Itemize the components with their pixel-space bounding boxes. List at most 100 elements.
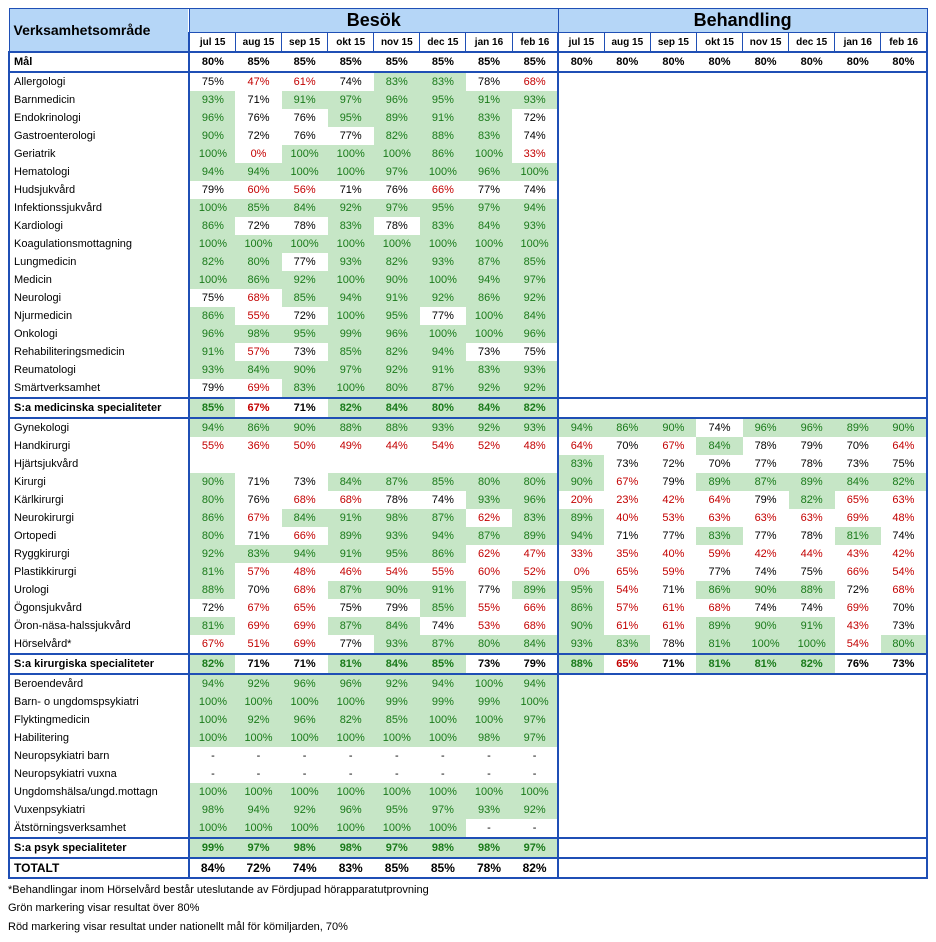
value-cell bbox=[650, 361, 696, 379]
value-cell: 100% bbox=[189, 199, 235, 217]
value-cell: - bbox=[466, 765, 512, 783]
value-cell: 67% bbox=[650, 437, 696, 455]
value-cell: 74% bbox=[743, 563, 789, 581]
value-cell: 74% bbox=[881, 527, 927, 545]
value-cell: 91% bbox=[420, 581, 466, 599]
value-cell: 84% bbox=[374, 398, 420, 418]
value-cell: 68% bbox=[512, 72, 558, 91]
value-cell bbox=[328, 455, 374, 473]
value-cell bbox=[604, 729, 650, 747]
value-cell bbox=[881, 729, 927, 747]
row-label: Koagulationsmottagning bbox=[9, 235, 189, 253]
value-cell bbox=[696, 163, 742, 181]
value-cell: 83% bbox=[558, 455, 604, 473]
value-cell: 70% bbox=[696, 455, 742, 473]
value-cell bbox=[650, 674, 696, 693]
value-cell: 100% bbox=[466, 307, 512, 325]
col-group-behandling: Behandling bbox=[558, 9, 927, 33]
value-cell: 70% bbox=[235, 581, 281, 599]
value-cell: 69% bbox=[835, 509, 881, 527]
value-cell: 75% bbox=[881, 455, 927, 473]
value-cell: 75% bbox=[189, 72, 235, 91]
value-cell bbox=[558, 72, 604, 91]
value-cell: 97% bbox=[512, 271, 558, 289]
row-label: Barnmedicin bbox=[9, 91, 189, 109]
value-cell: 61% bbox=[282, 72, 328, 91]
value-cell bbox=[604, 398, 650, 418]
value-cell: 67% bbox=[235, 398, 281, 418]
value-cell: 93% bbox=[466, 491, 512, 509]
row-label: Gynekologi bbox=[9, 418, 189, 437]
value-cell: 100% bbox=[282, 145, 328, 163]
value-cell: 83% bbox=[696, 527, 742, 545]
value-cell: 91% bbox=[420, 361, 466, 379]
value-cell bbox=[604, 343, 650, 361]
value-cell bbox=[604, 765, 650, 783]
value-cell: 90% bbox=[650, 418, 696, 437]
value-cell: 100% bbox=[282, 819, 328, 838]
row-label: Medicin bbox=[9, 271, 189, 289]
value-cell bbox=[789, 747, 835, 765]
value-cell bbox=[743, 379, 789, 398]
value-cell: 42% bbox=[743, 545, 789, 563]
value-cell: 92% bbox=[512, 379, 558, 398]
value-cell: 100% bbox=[374, 235, 420, 253]
value-cell: 99% bbox=[374, 693, 420, 711]
value-cell: - bbox=[466, 819, 512, 838]
value-cell: 82% bbox=[789, 491, 835, 509]
value-cell bbox=[789, 253, 835, 271]
value-cell bbox=[789, 325, 835, 343]
value-cell: 89% bbox=[328, 527, 374, 545]
value-cell bbox=[604, 819, 650, 838]
value-cell: 73% bbox=[881, 617, 927, 635]
value-cell: 95% bbox=[420, 199, 466, 217]
value-cell bbox=[558, 674, 604, 693]
value-cell: - bbox=[282, 765, 328, 783]
value-cell bbox=[789, 838, 835, 858]
col-header-month: okt 15 bbox=[328, 33, 374, 53]
target-cell: 85% bbox=[512, 52, 558, 72]
value-cell: 79% bbox=[374, 599, 420, 617]
value-cell: 92% bbox=[328, 199, 374, 217]
value-cell: 94% bbox=[558, 418, 604, 437]
col-header-month: aug 15 bbox=[235, 33, 281, 53]
value-cell: - bbox=[235, 765, 281, 783]
value-cell bbox=[743, 253, 789, 271]
value-cell bbox=[558, 325, 604, 343]
value-cell bbox=[604, 109, 650, 127]
value-cell bbox=[650, 693, 696, 711]
value-cell: 72% bbox=[282, 307, 328, 325]
value-cell bbox=[789, 765, 835, 783]
value-cell: 84% bbox=[328, 473, 374, 491]
value-cell: 54% bbox=[604, 581, 650, 599]
value-cell: 86% bbox=[466, 289, 512, 307]
value-cell: 77% bbox=[420, 307, 466, 325]
value-cell: 96% bbox=[466, 163, 512, 181]
value-cell bbox=[558, 127, 604, 145]
value-cell: 83% bbox=[420, 217, 466, 235]
value-cell bbox=[743, 729, 789, 747]
value-cell: 74% bbox=[420, 617, 466, 635]
value-cell: 98% bbox=[235, 325, 281, 343]
value-cell: 96% bbox=[374, 91, 420, 109]
col-header-month: feb 16 bbox=[512, 33, 558, 53]
value-cell: 100% bbox=[189, 729, 235, 747]
value-cell bbox=[650, 253, 696, 271]
value-cell: 73% bbox=[604, 455, 650, 473]
value-cell: 69% bbox=[235, 617, 281, 635]
value-cell: 100% bbox=[235, 819, 281, 838]
value-cell: 52% bbox=[512, 563, 558, 581]
value-cell: 83% bbox=[374, 72, 420, 91]
value-cell: 71% bbox=[235, 527, 281, 545]
value-cell: 100% bbox=[328, 783, 374, 801]
value-cell bbox=[789, 729, 835, 747]
value-cell: 84% bbox=[835, 473, 881, 491]
value-cell: 72% bbox=[835, 581, 881, 599]
value-cell: 89% bbox=[558, 509, 604, 527]
value-cell: - bbox=[512, 819, 558, 838]
value-cell: 73% bbox=[466, 343, 512, 361]
value-cell: 100% bbox=[374, 819, 420, 838]
value-cell: 98% bbox=[466, 729, 512, 747]
target-cell: 80% bbox=[650, 52, 696, 72]
value-cell: 55% bbox=[235, 307, 281, 325]
